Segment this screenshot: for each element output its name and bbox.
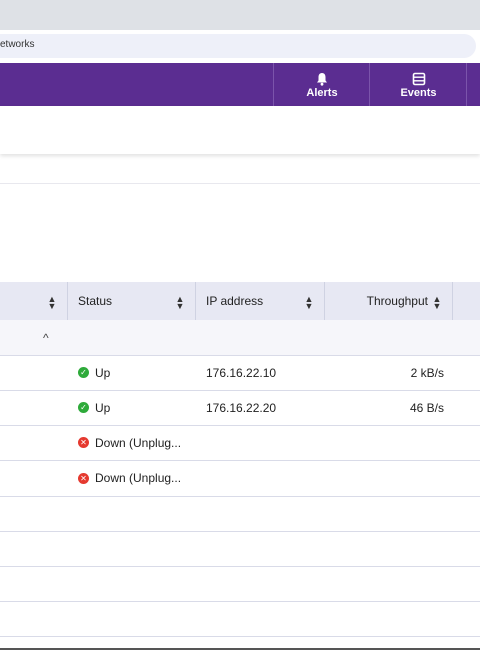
sort-icon: ▲▼ [432,294,442,308]
table-row[interactable] [0,601,480,638]
column-label: Throughput [366,294,428,308]
url-field[interactable]: etworks [0,34,476,58]
status-cell: ✕ Down (Unplug... [78,461,181,496]
throughput-cell: 46 B/s [409,400,444,415]
throughput-cell [325,496,444,531]
browser-addressbar: etworks [0,30,480,62]
bottom-edge [0,648,480,650]
table-header: ▲▼ Status ▲▼ IP address ▲▼ Throughput ▲▼ [0,282,480,321]
check-circle-icon: ✓ [78,367,89,378]
sort-icon: ▲▼ [47,294,57,308]
x-circle-icon: ✕ [78,437,89,449]
ip-address-cell: 176.16.22.10 [206,365,277,380]
url-text: etworks [0,39,35,50]
list-icon [412,72,425,86]
column-header-ip-address[interactable]: IP address ▲▼ [196,282,325,320]
status-text: Down (Unplug... [95,471,182,486]
status-cell: ✓ Up [78,355,110,390]
throughput-cell [325,531,444,566]
column-label: IP address [206,294,264,308]
throughput-cell [325,425,444,460]
table-row[interactable]: ✕ Down (Unplug... [0,425,480,462]
throughput-cell [325,461,444,496]
alerts-button[interactable]: Alerts [273,63,370,106]
column-header-status[interactable]: Status ▲▼ [68,282,196,320]
status-cell: ✕ Down (Unplug... [78,425,181,460]
alerts-label: Alerts [306,87,338,99]
collapse-chevron-icon[interactable]: ^ [43,331,49,345]
check-circle-icon: ✓ [78,402,89,414]
browser-titlebar [0,0,480,30]
throughput-cell [325,601,444,636]
status-cell: ✓ Up [78,390,110,425]
bell-icon [317,73,327,86]
column-header-extra [453,282,480,320]
column-header-name[interactable]: ▲▼ [0,282,68,320]
throughput-cell: 2 kB/s [410,365,444,380]
events-label: Events [400,87,437,99]
section-divider [0,183,480,184]
table-row[interactable] [0,566,480,603]
throughput-cell [325,566,444,601]
status-text: Down (Unplug... [95,435,182,450]
x-circle-icon: ✕ [78,472,89,484]
table-row[interactable] [0,531,480,567]
column-header-throughput[interactable]: Throughput ▲▼ [325,282,453,320]
status-text: Up [95,400,111,415]
table-row[interactable] [0,496,480,532]
nav-more-button[interactable] [466,63,480,106]
column-label: Status [78,294,113,308]
sort-icon: ▲▼ [304,294,314,308]
status-text: Up [95,365,111,380]
sort-icon: ▲▼ [175,294,185,308]
top-navbar: Alerts Events [0,63,480,106]
ip-address-cell: 176.16.22.20 [206,400,277,415]
table-row[interactable]: ✓ Up 176.16.22.10 2 kB/s [0,355,480,391]
table-row[interactable]: ✓ Up 176.16.22.20 46 B/s [0,390,480,427]
header-card [0,106,480,154]
table-row[interactable]: ✕ Down (Unplug... [0,461,480,497]
events-button[interactable]: Events [369,63,467,106]
group-row: ^ [0,320,480,356]
